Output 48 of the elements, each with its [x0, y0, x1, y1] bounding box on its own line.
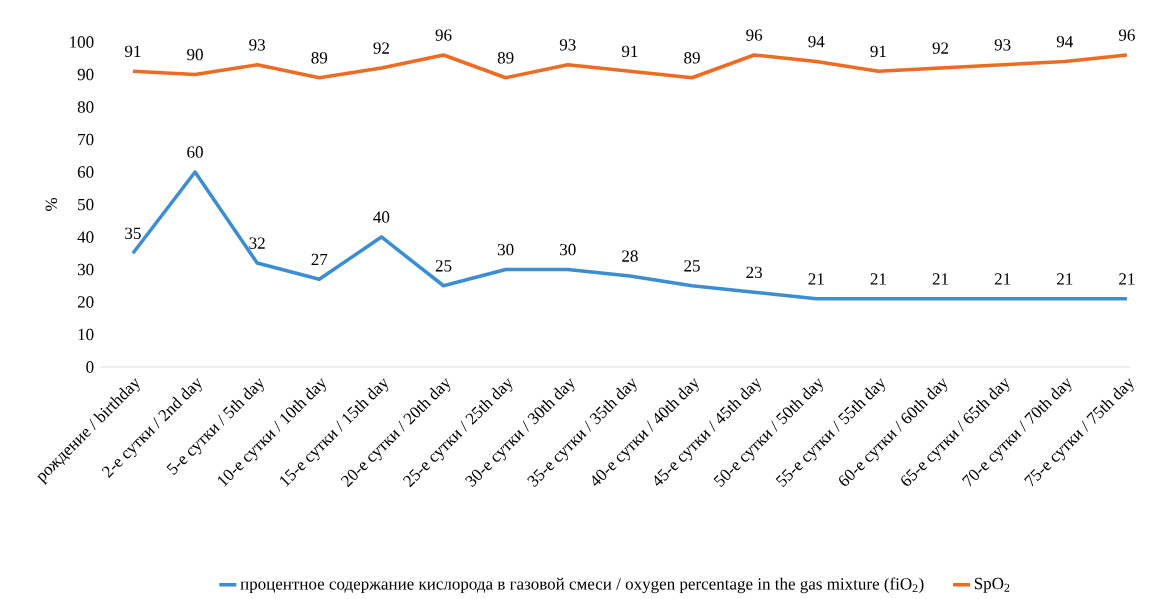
- y-tick-label: 10: [78, 328, 94, 341]
- y-tick-label: 20: [77, 296, 94, 308]
- data-label: 96: [1118, 29, 1135, 41]
- y-tick-label: 30: [77, 263, 94, 276]
- data-label: 21: [808, 273, 824, 285]
- data-label: 25: [435, 260, 452, 272]
- data-label: 28: [622, 250, 638, 262]
- data-label: 92: [932, 42, 949, 54]
- y-tick-label: 100: [70, 36, 94, 48]
- data-label: 94: [1056, 35, 1073, 48]
- data-label: 32: [249, 237, 265, 249]
- data-label: 21: [870, 273, 886, 285]
- data-label: 60: [187, 146, 203, 158]
- data-label: 93: [994, 39, 1011, 51]
- data-label: 90: [187, 48, 203, 61]
- y-tick-label: 60: [77, 166, 94, 178]
- data-label: 21: [932, 273, 949, 285]
- data-label: 91: [621, 45, 638, 58]
- y-tick-label: 80: [77, 101, 94, 113]
- data-label: 21: [1057, 273, 1073, 285]
- data-label: 21: [1119, 273, 1135, 285]
- data-label: 96: [435, 29, 452, 41]
- data-label: 91: [124, 45, 141, 58]
- data-label: 27: [311, 253, 328, 266]
- data-label: 35: [125, 227, 141, 240]
- data-label: 91: [870, 45, 886, 58]
- legend-label: процентное содержание кислорода в газовой смеси / oxygen percentage in the gas mixture (fiO$_{2}$): [240, 577, 924, 594]
- y-tick-label: 50: [78, 198, 94, 211]
- data-label: 30: [497, 243, 514, 256]
- data-label: 94: [808, 35, 825, 48]
- y-axis-title: %: [45, 198, 58, 211]
- y-tick-label: 0: [86, 361, 94, 373]
- data-label: 40: [373, 211, 390, 223]
- y-tick-label: 40: [77, 231, 94, 243]
- y-tick-label: 90: [77, 68, 94, 81]
- data-label: 89: [311, 52, 328, 64]
- data-label: 21: [994, 273, 1011, 285]
- data-label: 96: [746, 29, 763, 41]
- data-label: 89: [497, 52, 514, 64]
- y-tick-label: 70: [78, 133, 94, 146]
- data-label: 89: [684, 52, 700, 64]
- data-label: 30: [560, 243, 576, 256]
- data-label: 23: [746, 266, 762, 279]
- data-label: 25: [684, 260, 700, 272]
- data-label: 92: [373, 42, 389, 54]
- legend-label: SpO$_{2}$: [974, 577, 1010, 593]
- data-label: 93: [249, 39, 266, 51]
- data-label: 93: [559, 39, 576, 51]
